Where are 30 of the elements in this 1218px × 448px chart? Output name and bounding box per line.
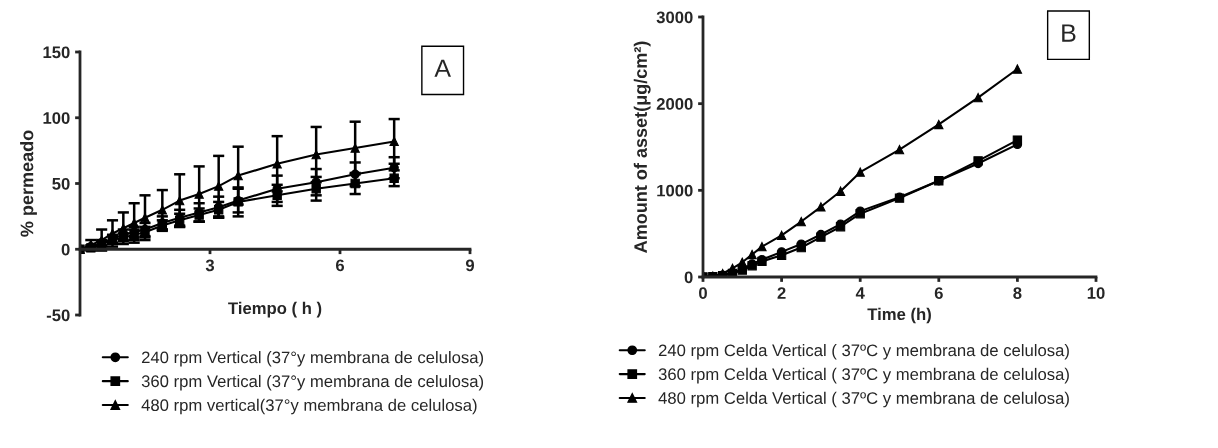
- x-tick-label: 2: [777, 287, 786, 299]
- legend-label: 360 rpm Celda Vertical ( 37ºC y membrana de celulosa): [658, 367, 1069, 384]
- x-tick-label: 6: [934, 287, 943, 299]
- legend-label: 480 rpm vertical(37°y membrana de celulosa): [141, 398, 477, 415]
- legend-label: 360 rpm Vertical (37°y membrana de celulosa): [141, 374, 484, 391]
- x-tick-label: 4: [855, 287, 865, 299]
- x-tick-label: 9: [465, 259, 475, 272]
- y-tick-label: -50: [46, 309, 70, 322]
- legend-label: 240 rpm Vertical (37°y membrana de celulosa): [141, 351, 484, 367]
- y-tick-label: 2000: [656, 98, 693, 110]
- y-tick-label: 50: [52, 177, 70, 190]
- x-axis-title: Tiempo ( h ): [228, 301, 322, 318]
- x-tick-label: 10: [1087, 287, 1105, 299]
- legend-label: 240 rpm Celda Vertical ( 37ºC y membrana de celulosa): [658, 344, 1069, 360]
- annotation: A: [434, 59, 451, 77]
- x-axis-title: Time (h): [867, 307, 931, 324]
- y-axis-title: % permeado: [20, 130, 37, 237]
- y-tick-label: 100: [43, 112, 70, 124]
- y-axis-title: Amount of asset(μg/cm²): [633, 41, 651, 253]
- annotation: B: [1062, 24, 1076, 42]
- y-tick-label: 150: [43, 46, 70, 59]
- y-tick-label: 0: [61, 243, 70, 256]
- y-tick-label: 1000: [657, 184, 693, 197]
- x-tick-label: 8: [1013, 287, 1022, 299]
- x-tick-label: 6: [335, 259, 345, 272]
- y-tick-label: 0: [684, 271, 693, 284]
- x-tick-label: 3: [205, 259, 215, 272]
- y-tick-label: 3000: [656, 11, 693, 24]
- legend-label: 480 rpm Celda Vertical ( 37ºC y membrana de celulosa): [658, 391, 1069, 408]
- x-tick-label: 0: [699, 287, 707, 299]
